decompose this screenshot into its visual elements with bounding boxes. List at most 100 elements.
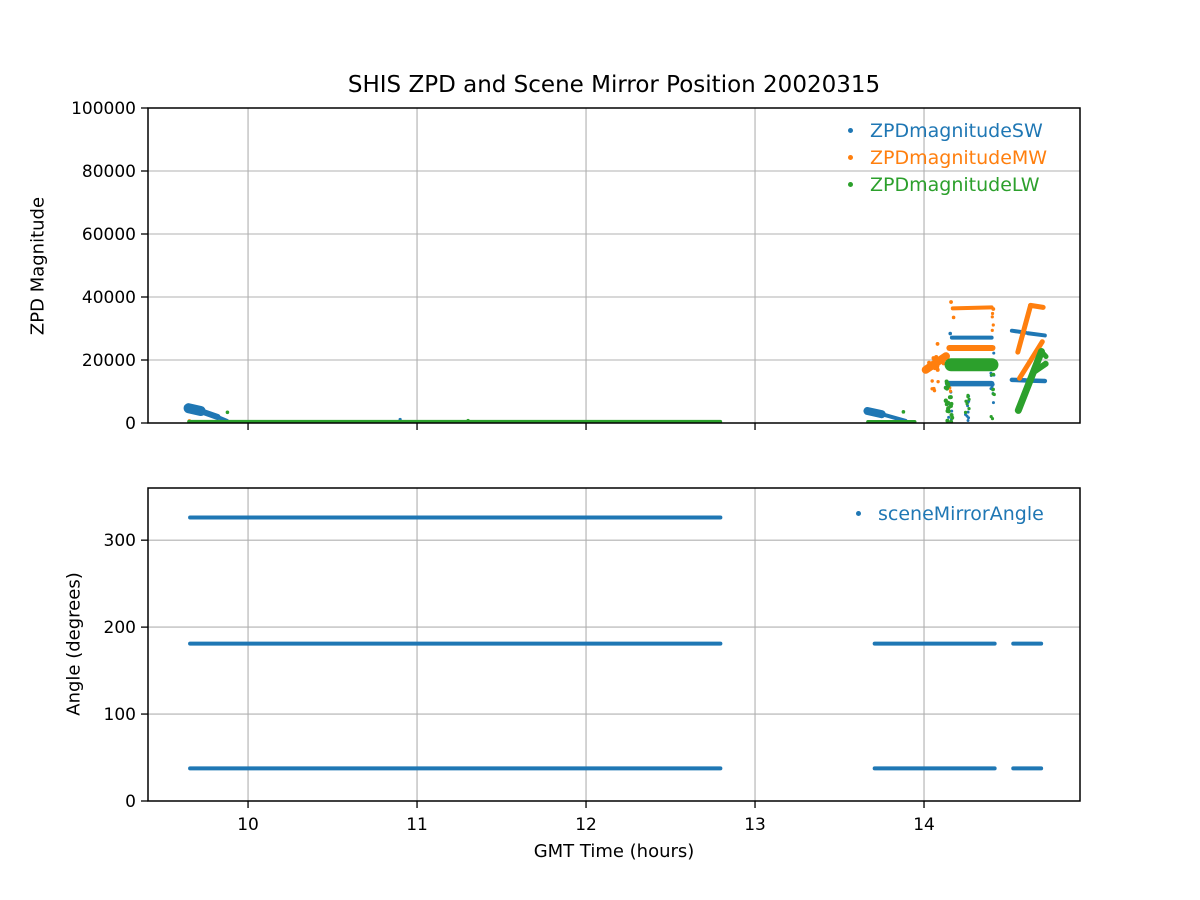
legend-label: ZPDmagnitudeLW: [870, 173, 1040, 196]
bottom-legend: sceneMirrorAngle: [856, 500, 1044, 527]
data-segment: [879, 412, 908, 423]
data-segment: [863, 407, 886, 419]
x-tick-label: 13: [744, 815, 766, 835]
tick-marks: [141, 539, 925, 808]
y-tick-label: 0: [125, 792, 136, 812]
series-ZPDmagnitudeLW: [187, 347, 1049, 423]
data-segment: [1017, 339, 1045, 381]
series-ZPDmagnitudeMW: [187, 300, 1046, 423]
y-tick-label: 100000: [71, 99, 136, 119]
x-tick-label: 14: [913, 815, 935, 835]
data-segment: [950, 305, 994, 311]
x-tick-label: 10: [237, 815, 259, 835]
scatter-marker-icon: [848, 128, 853, 133]
data-point: [990, 311, 995, 316]
data-point: [992, 351, 996, 355]
scatter-marker-icon: [856, 511, 861, 516]
data-point: [948, 389, 953, 393]
data-point: [989, 414, 993, 419]
data-point: [949, 419, 954, 423]
data-point: [943, 398, 948, 403]
legend-entry-zpdmagnitudesw: ZPDmagnitudeSW: [848, 117, 1047, 144]
data-point: [948, 404, 953, 409]
data-point: [466, 418, 470, 423]
data-point: [930, 379, 934, 383]
data-point: [991, 307, 996, 311]
data-point: [949, 300, 953, 304]
data-point: [966, 418, 970, 422]
data-point: [944, 381, 949, 386]
data-point: [966, 393, 970, 397]
data-segment: [1014, 347, 1045, 414]
legend-entry-zpdmagnitudemw: ZPDmagnitudeMW: [848, 144, 1047, 171]
data-point: [990, 328, 994, 332]
axes-frame: [147, 107, 1081, 424]
data-point: [991, 401, 995, 405]
x-tick-label: 12: [575, 815, 597, 835]
data-point: [948, 331, 953, 336]
bottom-y-axis-label: Angle (degrees): [63, 572, 85, 716]
y-tick-label: 0: [125, 414, 136, 434]
data-segment: [1027, 302, 1046, 310]
data-point: [944, 402, 949, 407]
top-y-axis-label: ZPD Magnitude: [27, 196, 49, 336]
data-point: [964, 399, 968, 403]
data-segment: [1038, 348, 1049, 360]
data-point: [950, 409, 954, 413]
data-point: [951, 315, 956, 320]
data-point: [946, 409, 951, 414]
y-tick-label: 80000: [82, 162, 136, 182]
data-point: [990, 367, 994, 371]
axes-frame: [147, 487, 1081, 802]
data-point: [947, 415, 951, 419]
tick-marks: [141, 107, 925, 430]
data-point: [991, 382, 995, 386]
data-point: [965, 402, 969, 406]
scatter-marker-icon: [848, 155, 853, 160]
legend-label: sceneMirrorAngle: [878, 502, 1044, 525]
data-point: [967, 407, 971, 411]
data-point: [991, 323, 995, 327]
legend-entry-scenemirrorangle: sceneMirrorAngle: [856, 500, 1044, 527]
data-point: [967, 397, 971, 401]
data-point: [927, 362, 932, 367]
legend-entry-zpdmagnitudelw: ZPDmagnitudeLW: [848, 171, 1047, 198]
data-point: [944, 386, 949, 391]
data-point: [991, 387, 995, 391]
data-point: [949, 412, 954, 417]
data-point: [935, 342, 940, 346]
data-point: [990, 373, 994, 377]
x-axis-label: GMT Time (hours): [533, 841, 695, 862]
data-point: [225, 410, 230, 415]
data-point: [965, 414, 969, 418]
x-tick-label: 11: [406, 815, 428, 835]
data-point: [991, 392, 995, 396]
data-segment: [197, 408, 221, 421]
y-tick-label: 100: [104, 705, 136, 725]
y-tick-label: 60000: [82, 225, 136, 245]
data-segment: [1025, 331, 1047, 338]
data-point: [930, 387, 934, 391]
data-point: [963, 410, 968, 415]
chart-title: SHIS ZPD and Scene Mirror Position 20020…: [347, 72, 881, 98]
y-tick-label: 200: [104, 618, 136, 638]
data-point: [945, 418, 950, 423]
data-point: [990, 315, 994, 319]
top-legend: ZPDmagnitudeSW ZPDmagnitudeMW ZPDmagnitu…: [848, 117, 1047, 198]
legend-label: ZPDmagnitudeSW: [870, 119, 1043, 142]
scatter-marker-icon: [848, 182, 853, 187]
data-point: [966, 410, 970, 414]
series-sceneMirrorAngle: [188, 515, 1044, 771]
data-point: [931, 356, 936, 361]
data-segment: [1015, 303, 1033, 355]
y-tick-label: 40000: [82, 288, 136, 308]
legend-label: ZPDmagnitudeMW: [870, 146, 1048, 169]
data-segment: [1031, 360, 1049, 375]
y-tick-label: 20000: [82, 351, 136, 371]
series-ZPDmagnitudeSW: [183, 328, 1048, 423]
data-point: [932, 388, 937, 393]
data-point: [901, 410, 906, 414]
data-point: [932, 366, 937, 371]
y-tick-label: 300: [104, 531, 136, 551]
